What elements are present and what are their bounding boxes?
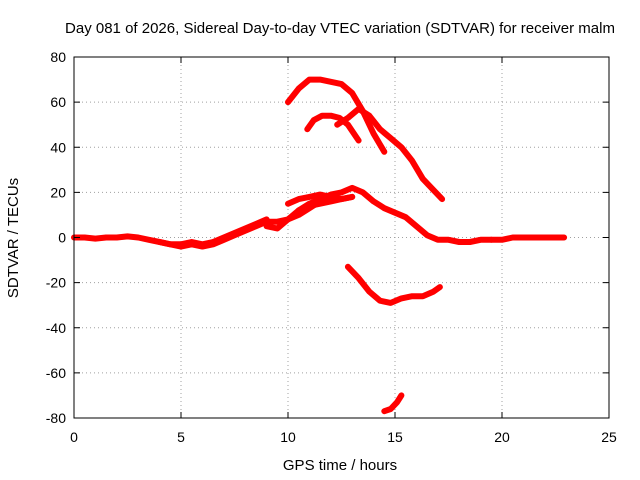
x-tick-label: 20: [494, 429, 510, 445]
y-tick-label: -80: [46, 410, 66, 426]
y-tick-label: 20: [50, 184, 66, 200]
y-tick-label: 60: [50, 94, 66, 110]
x-tick-label: 5: [177, 429, 185, 445]
chart-title: Day 081 of 2026, Sidereal Day-to-day VTE…: [65, 20, 615, 37]
x-tick-label: 0: [70, 429, 78, 445]
y-tick-label: 80: [50, 49, 66, 65]
series-track-morning: [156, 193, 334, 250]
series-track-negative: [344, 263, 443, 306]
x-tick-label: 10: [280, 429, 296, 445]
y-tick-label: 0: [58, 230, 66, 246]
y-tick-label: 40: [50, 139, 66, 155]
series-track-low: [381, 392, 405, 415]
series-track-upper-right: [334, 105, 446, 203]
x-tick-label: 15: [387, 429, 403, 445]
series-track-evening: [488, 234, 568, 243]
y-tick-label: -60: [46, 365, 66, 381]
y-tick-label: -40: [46, 320, 66, 336]
y-axis-label: SDTVAR / TECUs: [5, 178, 22, 298]
data-series: [71, 76, 568, 415]
series-track-upper-small: [304, 112, 362, 144]
series-track-mid-c: [295, 193, 356, 214]
x-axis-label: GPS time / hours: [283, 457, 397, 474]
x-tick-label: 25: [601, 429, 617, 445]
series-track-upper: [285, 76, 388, 155]
y-tick-label: -20: [46, 275, 66, 291]
axis-ticks: 0 5 10 15 20 25 -80 -60 -40 -20 0 20 40 60 80: [46, 49, 617, 445]
